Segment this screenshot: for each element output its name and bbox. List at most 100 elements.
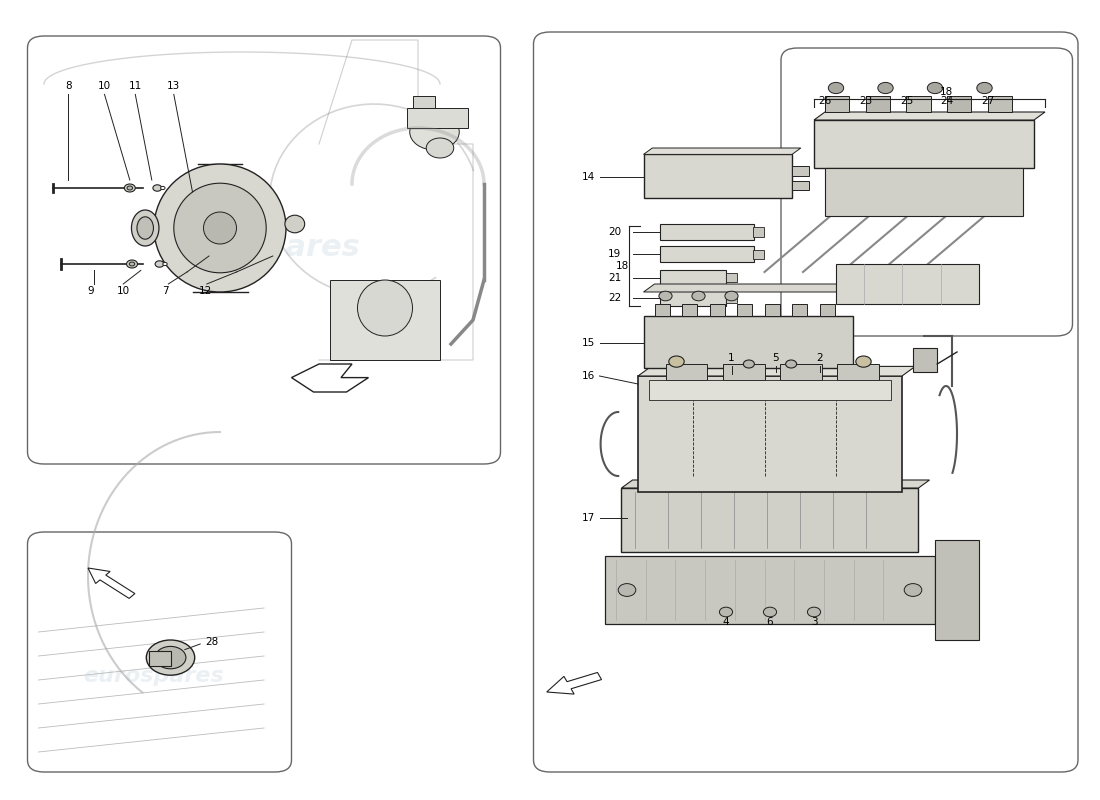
Text: 25: 25 <box>900 96 913 106</box>
Text: 26: 26 <box>818 96 832 106</box>
Bar <box>638 376 902 492</box>
Bar <box>666 364 707 380</box>
Polygon shape <box>644 284 864 292</box>
Ellipse shape <box>409 114 460 150</box>
Bar <box>660 246 754 262</box>
Text: 23: 23 <box>859 96 872 106</box>
Bar <box>660 270 726 285</box>
Ellipse shape <box>174 183 266 273</box>
Bar <box>814 120 1034 168</box>
Bar <box>412 96 434 108</box>
Text: 18: 18 <box>616 261 629 270</box>
Text: 2: 2 <box>816 354 823 363</box>
Text: 15: 15 <box>582 338 595 348</box>
Bar <box>605 556 935 624</box>
Bar <box>825 168 1023 216</box>
Bar <box>906 96 931 112</box>
Polygon shape <box>547 673 602 694</box>
Polygon shape <box>621 480 930 488</box>
Ellipse shape <box>163 262 167 266</box>
Bar <box>988 96 1012 112</box>
Bar <box>754 250 764 259</box>
Bar <box>792 166 808 176</box>
Bar <box>654 304 670 316</box>
Bar <box>947 96 971 112</box>
Text: 21: 21 <box>608 273 622 282</box>
Ellipse shape <box>154 164 286 292</box>
Text: 3: 3 <box>811 618 817 627</box>
Bar <box>792 181 808 190</box>
Bar <box>792 304 807 316</box>
Ellipse shape <box>153 185 162 191</box>
Text: 18: 18 <box>939 87 953 97</box>
Ellipse shape <box>132 210 160 246</box>
Bar <box>780 364 822 380</box>
Circle shape <box>692 291 705 301</box>
Bar <box>621 488 918 552</box>
Ellipse shape <box>124 184 135 192</box>
Ellipse shape <box>285 215 305 233</box>
Ellipse shape <box>856 356 871 367</box>
Ellipse shape <box>204 212 236 244</box>
Circle shape <box>927 82 943 94</box>
Text: 8: 8 <box>65 82 72 91</box>
Ellipse shape <box>785 360 796 368</box>
Ellipse shape <box>358 280 412 336</box>
Circle shape <box>904 584 922 597</box>
Circle shape <box>763 607 777 617</box>
Bar <box>644 154 792 198</box>
Text: eurospares: eurospares <box>84 666 224 686</box>
Circle shape <box>878 82 893 94</box>
Circle shape <box>155 646 186 669</box>
Bar <box>820 304 835 316</box>
Bar <box>148 651 170 666</box>
Text: 28: 28 <box>206 637 219 646</box>
Polygon shape <box>814 112 1045 120</box>
Ellipse shape <box>130 262 134 266</box>
Polygon shape <box>638 366 915 376</box>
Bar <box>825 96 849 112</box>
Polygon shape <box>88 568 135 598</box>
Bar <box>866 96 890 112</box>
Circle shape <box>807 607 821 617</box>
Bar <box>764 304 780 316</box>
Bar <box>330 280 440 360</box>
Polygon shape <box>644 148 801 154</box>
Bar <box>836 264 979 304</box>
Text: 14: 14 <box>582 172 595 182</box>
Circle shape <box>659 291 672 301</box>
Bar <box>682 304 697 316</box>
Text: 13: 13 <box>167 82 180 91</box>
Text: 24: 24 <box>940 96 954 106</box>
Bar <box>726 274 737 282</box>
Circle shape <box>146 640 195 675</box>
Bar <box>660 224 754 240</box>
Bar <box>723 364 764 380</box>
Text: 6: 6 <box>767 618 773 627</box>
Bar <box>913 348 937 372</box>
Ellipse shape <box>138 217 154 239</box>
Ellipse shape <box>161 186 165 190</box>
Text: 16: 16 <box>582 371 595 381</box>
Bar <box>726 294 737 302</box>
Ellipse shape <box>744 360 755 368</box>
Text: 5: 5 <box>772 354 779 363</box>
Polygon shape <box>292 364 368 392</box>
Ellipse shape <box>669 356 684 367</box>
Circle shape <box>828 82 844 94</box>
Bar <box>754 227 764 237</box>
Text: 22: 22 <box>608 294 622 303</box>
Text: 10: 10 <box>98 82 111 91</box>
Text: 11: 11 <box>129 82 142 91</box>
Text: 9: 9 <box>87 286 94 296</box>
Text: eurospares: eurospares <box>872 187 987 205</box>
Ellipse shape <box>427 138 453 158</box>
Text: 27: 27 <box>981 96 994 106</box>
Text: 12: 12 <box>199 286 212 296</box>
Bar <box>649 380 891 400</box>
Circle shape <box>618 584 636 597</box>
Bar <box>710 304 725 316</box>
Text: 10: 10 <box>117 286 130 296</box>
Text: 17: 17 <box>582 513 595 522</box>
Bar <box>407 108 468 128</box>
